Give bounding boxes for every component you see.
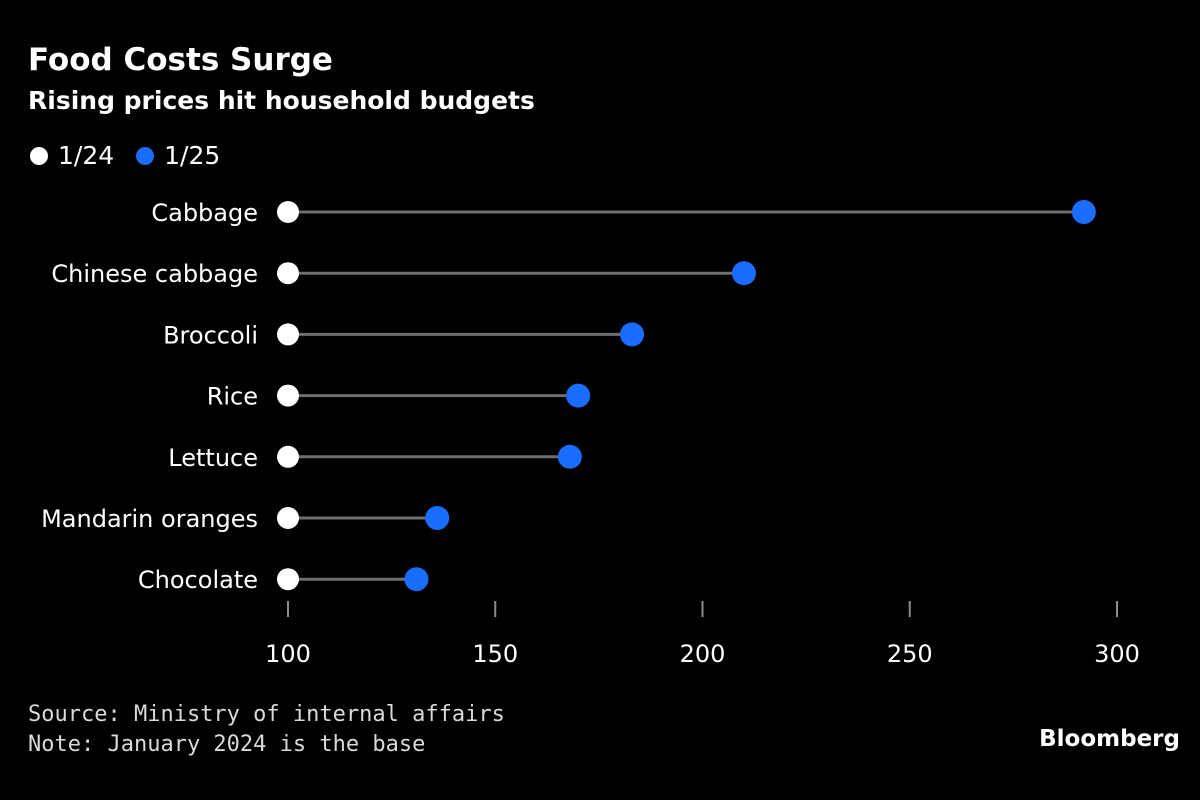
category-label-rice: Rice (207, 383, 258, 411)
x-tick-label-300: 300 (1094, 640, 1140, 668)
dot-plot: Cabbage Chinese cabbage Broccoli Rice Lettuc… (41, 199, 1140, 668)
category-label-broccoli: Broccoli (163, 321, 258, 349)
chart-footer: Source: Ministry of internal affairs Not… (28, 700, 505, 760)
dot-series-2-chocolate (404, 567, 429, 592)
source-note: Source: Ministry of internal affairs (28, 702, 505, 727)
dot-series-1-chinese-cabbage (277, 262, 299, 285)
x-tick-label-250: 250 (887, 640, 933, 668)
chart-subtitle: Rising prices hit household budgets (28, 86, 535, 115)
dot-series-1-rice (277, 384, 299, 407)
dot-series-2-lettuce (557, 444, 582, 469)
category-label-lettuce: Lettuce (168, 444, 258, 472)
dot-series-2-mandarin-oranges (425, 506, 450, 530)
category-label-chinese-cabbage: Chinese cabbage (51, 260, 258, 288)
legend-item-series-1: 1/24 (30, 139, 114, 173)
dot-series-2-cabbage (1071, 200, 1096, 224)
x-tick-label-100: 100 (265, 640, 311, 668)
x-tick-label-200: 200 (680, 640, 726, 668)
dot-series-1-chocolate (277, 568, 299, 591)
category-label-mandarin-oranges: Mandarin oranges (41, 505, 258, 533)
chart-title: Food Costs Surge (28, 42, 333, 78)
dot-series-2-broccoli (620, 322, 645, 347)
bloomberg-logo: Bloomberg (1039, 726, 1180, 752)
dot-series-1-lettuce (277, 445, 299, 468)
legend-item-series-2: 1/25 (136, 139, 220, 173)
legend: 1/24 1/25 (30, 139, 242, 173)
category-label-cabbage: Cabbage (151, 199, 258, 227)
dot-series-1-broccoli (277, 323, 299, 346)
x-tick-label-150: 150 (472, 640, 518, 668)
legend-label-series-2: 1/25 (164, 141, 221, 170)
dot-series-1-cabbage (277, 201, 299, 223)
dot-series-2-rice (566, 383, 591, 408)
base-note: Note: January 2024 is the base (28, 732, 426, 757)
dot-series-1-mandarin-oranges (277, 507, 299, 529)
category-label-chocolate: Chocolate (138, 566, 258, 594)
legend-label-series-1: 1/24 (58, 141, 115, 170)
dot-series-2-chinese-cabbage (731, 261, 756, 286)
legend-marker-series-1 (30, 147, 48, 165)
legend-marker-series-2 (136, 147, 155, 165)
